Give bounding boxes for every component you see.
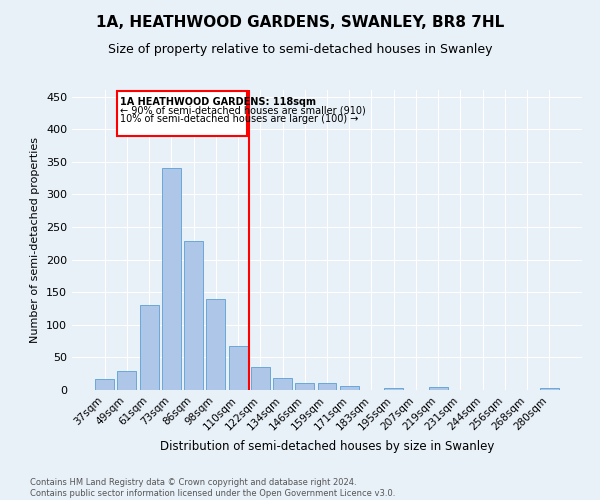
FancyBboxPatch shape bbox=[117, 92, 247, 136]
Text: 1A HEATHWOOD GARDENS: 118sqm: 1A HEATHWOOD GARDENS: 118sqm bbox=[120, 96, 316, 106]
Bar bbox=[540, 388, 559, 390]
Text: ← 90% of semi-detached houses are smaller (910): ← 90% of semi-detached houses are smalle… bbox=[120, 106, 366, 116]
Bar bbox=[429, 386, 448, 390]
Bar bbox=[340, 386, 359, 390]
Bar bbox=[229, 346, 248, 390]
Bar bbox=[295, 383, 314, 390]
Text: Contains HM Land Registry data © Crown copyright and database right 2024.
Contai: Contains HM Land Registry data © Crown c… bbox=[30, 478, 395, 498]
Bar bbox=[118, 371, 136, 390]
Bar bbox=[273, 378, 292, 390]
Text: Size of property relative to semi-detached houses in Swanley: Size of property relative to semi-detach… bbox=[108, 42, 492, 56]
Bar bbox=[95, 379, 114, 390]
Text: 1A, HEATHWOOD GARDENS, SWANLEY, BR8 7HL: 1A, HEATHWOOD GARDENS, SWANLEY, BR8 7HL bbox=[96, 15, 504, 30]
Bar bbox=[317, 383, 337, 390]
Bar bbox=[184, 242, 203, 390]
X-axis label: Distribution of semi-detached houses by size in Swanley: Distribution of semi-detached houses by … bbox=[160, 440, 494, 453]
Bar bbox=[251, 367, 270, 390]
Bar bbox=[162, 168, 181, 390]
Y-axis label: Number of semi-detached properties: Number of semi-detached properties bbox=[31, 137, 40, 343]
Text: 10% of semi-detached houses are larger (100) →: 10% of semi-detached houses are larger (… bbox=[120, 114, 359, 124]
Bar bbox=[206, 298, 225, 390]
Bar bbox=[384, 388, 403, 390]
Bar bbox=[140, 304, 158, 390]
